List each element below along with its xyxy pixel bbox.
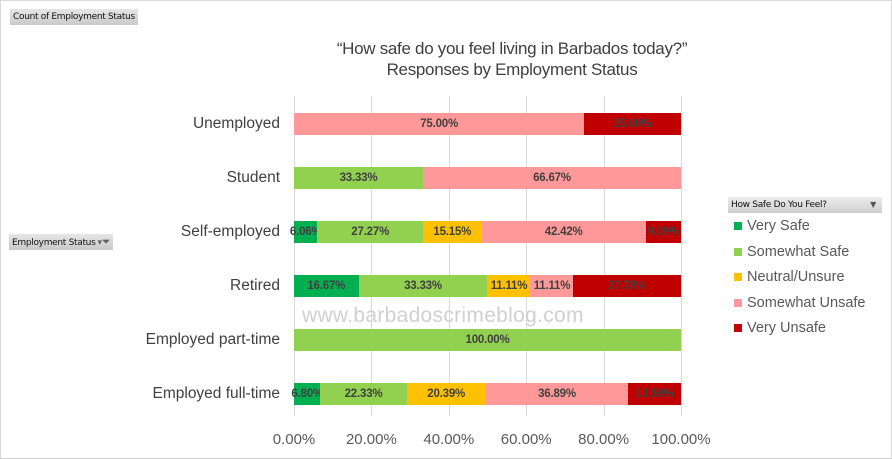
data-label: 42.42% [544, 226, 583, 238]
legend-label: Somewhat Safe [747, 243, 850, 260]
stacked-bar[interactable]: 6.06% 27.27% 15.15% 42.42% 9.09% [290, 221, 681, 243]
bar-segment[interactable]: 22.33% [320, 383, 407, 405]
legend-swatch-icon [734, 247, 742, 256]
data-label: 9.09% [647, 226, 680, 238]
chart-title: “How safe do you feel living in Barbados… [290, 38, 734, 80]
category-label: Student [226, 169, 280, 186]
category-label: Self-employed [180, 223, 280, 240]
x-axis-tick: 100.00% [651, 431, 711, 448]
gridline [371, 96, 372, 416]
data-label: 33.33% [404, 280, 442, 292]
data-label: 25.00% [613, 118, 652, 130]
data-label: 11.11% [533, 280, 571, 292]
bar-segment[interactable]: 75.00% [294, 113, 585, 135]
gridline [449, 96, 450, 416]
bar-segment[interactable]: 42.42% [481, 221, 646, 243]
legend-swatch-icon [734, 222, 742, 230]
bar-segment[interactable]: 16.67% [294, 275, 359, 297]
data-label: 22.33% [344, 388, 383, 400]
legend-swatch-icon [734, 324, 742, 332]
category-label: Retired [230, 277, 280, 294]
gridline [294, 96, 295, 416]
watermark: www.barbadoscrimeblog.com [302, 304, 584, 327]
bar-segment[interactable]: 11.11% [487, 275, 531, 297]
bar-segment[interactable]: 11.11% [530, 275, 574, 297]
bar-segment[interactable]: 15.15% [422, 221, 482, 243]
category-label: Employed part-time [145, 331, 280, 348]
legend-item[interactable]: Very Safe [734, 218, 810, 234]
bar-segment[interactable]: 66.67% [422, 167, 681, 189]
chart-title-line2: Responses by Employment Status [386, 60, 638, 79]
data-label: 11.11% [490, 280, 528, 292]
legend-swatch-icon [734, 298, 742, 307]
data-label: 16.67% [307, 280, 346, 292]
bar-segment[interactable]: 33.33% [358, 275, 488, 297]
bar-segment[interactable]: 27.78% [573, 275, 681, 297]
bar-segment[interactable]: 27.27% [317, 221, 423, 243]
axis-field-button[interactable]: Employment Status ▾⏷ [9, 234, 114, 250]
legend-field-button[interactable]: How Safe Do You Feel? ▼ [728, 197, 882, 213]
axis-field-label: Employment Status [12, 238, 96, 248]
data-label: 100.00% [465, 334, 510, 346]
x-axis-tick: 40.00% [423, 431, 475, 448]
legend-swatch-icon [734, 273, 742, 281]
category-label: Unemployed [192, 115, 280, 132]
legend-item[interactable]: Somewhat Unsafe [734, 295, 865, 311]
x-axis-tick: 80.00% [578, 431, 630, 448]
legend-label: Neutral/Unsure [747, 269, 845, 285]
legend-field-label: How Safe Do You Feel? [731, 200, 827, 210]
gridline [681, 96, 682, 416]
data-label: 13.59% [635, 388, 674, 400]
bar-segment[interactable]: 6.80% [291, 383, 323, 405]
bar-segment[interactable]: 9.09% [645, 221, 681, 243]
stacked-bar[interactable]: 75.00% 25.00% [294, 113, 681, 135]
category-label: Employed full-time [152, 385, 281, 402]
values-field-label: Count of Employment Status [13, 12, 135, 22]
x-axis-tick: 60.00% [500, 431, 552, 448]
x-axis-tick: 0.00% [272, 431, 316, 448]
stacked-bar[interactable]: 100.00% [294, 329, 681, 351]
stacked-bar[interactable]: 6.80% 22.33% 20.39% 36.89% 13.59% [291, 383, 681, 405]
legend-label: Very Unsafe [747, 320, 826, 336]
stacked-bar[interactable]: 16.67% 33.33% 11.11% 11.11% 27.78% [294, 275, 681, 297]
values-field-button[interactable]: Count of Employment Status [10, 9, 138, 25]
legend-label: Very Safe [747, 218, 810, 234]
data-label: 36.89% [538, 388, 576, 400]
bar-segment[interactable]: 20.39% [406, 383, 486, 405]
data-label: 27.78% [608, 280, 647, 292]
bar-segment[interactable]: 36.89% [485, 383, 629, 405]
bar-segment[interactable]: 33.33% [294, 167, 423, 189]
bar-segment[interactable]: 100.00% [294, 329, 681, 351]
dropdown-arrow-icon[interactable]: ▼ [870, 200, 876, 209]
data-label: 15.15% [433, 226, 472, 238]
data-label: 27.27% [351, 226, 390, 238]
data-label: 6.06% [289, 226, 322, 238]
x-axis-tick: 20.00% [345, 431, 397, 448]
data-label: 66.67% [533, 172, 571, 184]
bar-segment[interactable]: 6.06% [290, 221, 322, 243]
legend-item[interactable]: Very Unsafe [734, 320, 826, 336]
legend-item[interactable]: Somewhat Safe [734, 244, 849, 260]
gridline [604, 96, 605, 416]
filter-dropdown-icon[interactable]: ▾⏷ [97, 235, 111, 248]
legend-label: Somewhat Unsafe [747, 294, 866, 311]
bar-segment[interactable]: 13.59% [628, 383, 681, 405]
data-label: 33.33% [339, 172, 378, 184]
chart-title-line1: “How safe do you feel living in Barbados… [336, 39, 688, 58]
legend-item[interactable]: Neutral/Unsure [734, 269, 845, 285]
bar-segment[interactable]: 25.00% [584, 113, 681, 135]
data-label: 75.00% [420, 118, 459, 130]
stacked-bar[interactable]: 33.33% 66.67% [294, 167, 681, 189]
data-label: 20.39% [427, 388, 466, 400]
gridline [526, 96, 527, 416]
data-label: 6.80% [291, 388, 323, 400]
